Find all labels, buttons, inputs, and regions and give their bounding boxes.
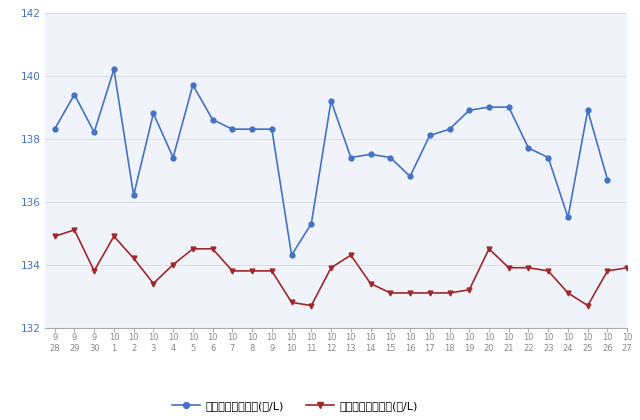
ハイオク実売価格(円/L) bbox=[130, 256, 138, 261]
ハイオク看板価格(円/L) bbox=[110, 67, 118, 72]
ハイオク看板価格(円/L) bbox=[347, 155, 355, 160]
ハイオク看板価格(円/L) bbox=[51, 126, 58, 131]
ハイオク実売価格(円/L) bbox=[70, 228, 78, 233]
ハイオク実売価格(円/L) bbox=[564, 291, 572, 296]
ハイオク看板価格(円/L) bbox=[170, 155, 177, 160]
ハイオク実売価格(円/L) bbox=[505, 265, 513, 270]
ハイオク実売価格(円/L) bbox=[288, 300, 296, 305]
ハイオク看板価格(円/L) bbox=[209, 117, 216, 122]
ハイオク実売価格(円/L) bbox=[90, 268, 98, 273]
ハイオク実売価格(円/L) bbox=[110, 234, 118, 239]
ハイオク実売価格(円/L) bbox=[189, 246, 196, 251]
ハイオク実売価格(円/L) bbox=[387, 291, 394, 296]
ハイオク看板価格(円/L) bbox=[485, 105, 493, 110]
ハイオク看板価格(円/L) bbox=[327, 98, 335, 103]
ハイオク実売価格(円/L) bbox=[545, 268, 552, 273]
ハイオク看板価格(円/L) bbox=[406, 174, 414, 179]
ハイオク実売価格(円/L) bbox=[406, 291, 414, 296]
ハイオク看板価格(円/L) bbox=[288, 252, 296, 257]
ハイオク看板価格(円/L) bbox=[367, 152, 374, 157]
ハイオク看板価格(円/L) bbox=[505, 105, 513, 110]
ハイオク看板価格(円/L) bbox=[426, 133, 434, 138]
ハイオク看板価格(円/L) bbox=[90, 130, 98, 135]
ハイオク実売価格(円/L) bbox=[150, 281, 157, 286]
ハイオク実売価格(円/L) bbox=[465, 287, 473, 292]
ハイオク看板価格(円/L) bbox=[525, 146, 532, 151]
ハイオク実売価格(円/L) bbox=[525, 265, 532, 270]
ハイオク看板価格(円/L) bbox=[307, 221, 315, 226]
ハイオク看板価格(円/L) bbox=[545, 155, 552, 160]
ハイオク実売価格(円/L) bbox=[248, 268, 256, 273]
ハイオク実売価格(円/L) bbox=[170, 262, 177, 267]
ハイオク実売価格(円/L) bbox=[327, 265, 335, 270]
Legend: ハイオク看板価格(円/L), ハイオク実売価格(円/L): ハイオク看板価格(円/L), ハイオク実売価格(円/L) bbox=[168, 396, 422, 415]
ハイオク実売価格(円/L) bbox=[228, 268, 236, 273]
ハイオク看板価格(円/L) bbox=[150, 111, 157, 116]
ハイオク実売価格(円/L) bbox=[426, 291, 434, 296]
ハイオク実売価格(円/L) bbox=[209, 246, 216, 251]
ハイオク看板価格(円/L) bbox=[268, 126, 276, 131]
ハイオク看板価格(円/L) bbox=[465, 108, 473, 113]
ハイオク実売価格(円/L) bbox=[445, 291, 453, 296]
ハイオク実売価格(円/L) bbox=[268, 268, 276, 273]
ハイオク看板価格(円/L) bbox=[564, 215, 572, 220]
ハイオク看板価格(円/L) bbox=[130, 193, 138, 198]
ハイオク実売価格(円/L) bbox=[51, 234, 58, 239]
ハイオク看板価格(円/L) bbox=[445, 126, 453, 131]
ハイオク実売価格(円/L) bbox=[367, 281, 374, 286]
ハイオク看板価格(円/L) bbox=[228, 126, 236, 131]
ハイオク看板価格(円/L) bbox=[387, 155, 394, 160]
ハイオク実売価格(円/L) bbox=[584, 303, 591, 308]
Line: ハイオク実売価格(円/L): ハイオク実売価格(円/L) bbox=[52, 228, 630, 308]
ハイオク看板価格(円/L) bbox=[584, 108, 591, 113]
ハイオク実売価格(円/L) bbox=[307, 303, 315, 308]
ハイオク実売価格(円/L) bbox=[347, 252, 355, 257]
ハイオク看板価格(円/L) bbox=[248, 126, 256, 131]
ハイオク看板価格(円/L) bbox=[70, 92, 78, 97]
Line: ハイオク看板価格(円/L): ハイオク看板価格(円/L) bbox=[52, 67, 610, 257]
ハイオク実売価格(円/L) bbox=[623, 265, 631, 270]
ハイオク看板価格(円/L) bbox=[604, 177, 611, 182]
ハイオク看板価格(円/L) bbox=[189, 83, 196, 88]
ハイオク実売価格(円/L) bbox=[485, 246, 493, 251]
ハイオク実売価格(円/L) bbox=[604, 268, 611, 273]
